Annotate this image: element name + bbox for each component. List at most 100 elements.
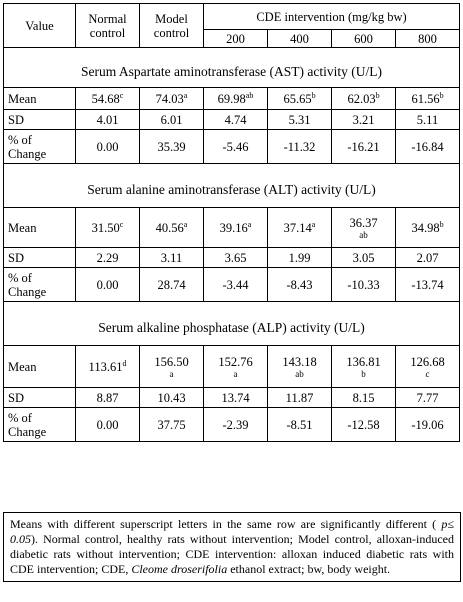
table-cell: 5.31 bbox=[267, 109, 332, 130]
cell-value: 3.05 bbox=[352, 250, 375, 265]
footnote-p-value: p≤ 0.05 bbox=[10, 517, 454, 546]
table-cell: 74.03a bbox=[139, 87, 204, 110]
cell-value: 11.87 bbox=[285, 390, 314, 405]
table-cell: 13.74 bbox=[203, 387, 268, 408]
cell-value: -2.39 bbox=[222, 417, 249, 432]
cell-value: 3.65 bbox=[224, 250, 247, 265]
table-cell: 8.15 bbox=[331, 387, 396, 408]
table-cell: 62.03b bbox=[331, 87, 396, 110]
table-row: % of Change 0.00 37.75 -2.39 -8.51 -12.58 -19.… bbox=[3, 407, 461, 442]
table-cell: 61.56b bbox=[394, 87, 461, 110]
header-value: Value bbox=[3, 3, 76, 48]
section-title: Serum alanine aminotransferase (ALT) act… bbox=[2, 163, 461, 208]
table-cell: 35.39 bbox=[139, 129, 204, 164]
table-cell: 0.00 bbox=[75, 407, 140, 442]
section-title: Serum alkaline phosphatase (ALP) activit… bbox=[2, 301, 461, 346]
cell-value: 6.01 bbox=[160, 112, 183, 127]
cell-value: 8.87 bbox=[96, 390, 119, 405]
table-cell: 39.16a bbox=[203, 207, 268, 248]
table-cell: 4.74 bbox=[203, 109, 268, 130]
cell-value: 126.68 bbox=[410, 354, 445, 369]
table-cell: 69.98ab bbox=[203, 87, 268, 110]
footnote-part1: Means with different superscript letters… bbox=[10, 517, 437, 531]
table-cell: 37.75 bbox=[139, 407, 204, 442]
table-cell: 54.68c bbox=[75, 87, 140, 110]
header-dose: 400 bbox=[267, 29, 332, 48]
cell-value: 0.00 bbox=[96, 139, 119, 154]
cell-value: -5.46 bbox=[222, 139, 249, 154]
cell-superscript: c bbox=[119, 219, 124, 229]
row-label: SD bbox=[3, 109, 76, 130]
cell-value: 152.76 bbox=[218, 354, 253, 369]
table-row: SD 2.29 3.11 3.65 1.99 3.05 2.07 bbox=[3, 247, 461, 268]
table-footnote: Means with different superscript letters… bbox=[3, 512, 461, 582]
table-cell: 37.14a bbox=[267, 207, 332, 248]
footnote-part2: ). Normal control, healthy rats without … bbox=[10, 532, 454, 576]
cell-superscript: a bbox=[183, 90, 188, 100]
table-row: Mean 113.61d 156.50 a 152.76 a 143.18 ab 136.81 b… bbox=[3, 345, 461, 388]
table-cell: 156.50 a bbox=[139, 345, 204, 388]
table-cell: 113.61d bbox=[75, 345, 140, 388]
table-cell: 2.07 bbox=[394, 247, 461, 268]
cell-value: 28.74 bbox=[157, 277, 186, 292]
cell-value: -8.51 bbox=[286, 417, 313, 432]
cell-value: 34.98 bbox=[411, 220, 440, 235]
table-cell: 3.21 bbox=[331, 109, 396, 130]
results-table: Value Normal control Model control CDE i… bbox=[2, 3, 461, 442]
cell-superscript: b bbox=[375, 90, 380, 100]
section-header-row: Serum alanine aminotransferase (ALT) act… bbox=[2, 163, 461, 208]
table-cell: -16.84 bbox=[394, 129, 461, 164]
cell-value: -3.44 bbox=[222, 277, 249, 292]
row-label: Mean bbox=[3, 87, 76, 110]
cell-superscript: d bbox=[122, 358, 127, 368]
cell-significance-letter: a bbox=[169, 368, 174, 379]
table-cell: 3.05 bbox=[331, 247, 396, 268]
table-cell: -8.43 bbox=[267, 267, 332, 302]
cell-value: 39.16 bbox=[219, 220, 248, 235]
table-cell: 136.81 b bbox=[331, 345, 396, 388]
table-row: SD 8.87 10.43 13.74 11.87 8.15 7.77 bbox=[3, 387, 461, 408]
cell-value: 62.03 bbox=[347, 91, 376, 106]
cell-value: 0.00 bbox=[96, 417, 119, 432]
header-cde-intervention: CDE intervention (mg/kg bw) bbox=[202, 3, 461, 30]
cell-significance-letter: ab bbox=[295, 368, 304, 379]
header-row-1: Value Normal control Model control CDE i… bbox=[3, 3, 461, 48]
table-cell: 31.50c bbox=[75, 207, 140, 248]
row-label: % of Change bbox=[3, 267, 76, 302]
cell-value: 1.99 bbox=[288, 250, 311, 265]
table-cell: 4.01 bbox=[75, 109, 140, 130]
cell-value: 4.01 bbox=[96, 112, 119, 127]
cell-significance-letter: c bbox=[425, 368, 430, 379]
row-label: Mean bbox=[3, 207, 76, 248]
table-body: Value Normal control Model control CDE i… bbox=[2, 3, 461, 442]
cell-significance-letter: a bbox=[233, 368, 238, 379]
cell-superscript: a bbox=[183, 219, 188, 229]
cell-value: 3.11 bbox=[160, 250, 183, 265]
cell-value: 37.14 bbox=[283, 220, 312, 235]
cell-superscript: a bbox=[247, 219, 252, 229]
cell-value: -19.06 bbox=[411, 417, 444, 432]
cell-value: 37.75 bbox=[157, 417, 186, 432]
cell-value: -12.58 bbox=[347, 417, 380, 432]
table-cell: 0.00 bbox=[75, 129, 140, 164]
header-normal-control: Normal control bbox=[75, 3, 140, 48]
table-cell: -13.74 bbox=[394, 267, 461, 302]
table-row: Mean 31.50c 40.56a 39.16a 37.14a 36.37 ab 34.98… bbox=[3, 207, 461, 248]
cell-value: 74.03 bbox=[155, 91, 184, 106]
table-cell: 0.00 bbox=[75, 267, 140, 302]
header-dose: 200 bbox=[203, 29, 268, 48]
cell-value: 156.50 bbox=[154, 354, 189, 369]
table-row: % of Change 0.00 28.74 -3.44 -8.43 -10.33 -13.… bbox=[3, 267, 461, 302]
section-header-row: Serum Aspartate aminotransferase (AST) a… bbox=[2, 47, 461, 88]
table-cell: -16.21 bbox=[331, 129, 396, 164]
table-cell: -10.33 bbox=[331, 267, 396, 302]
table-cell: 34.98b bbox=[394, 207, 461, 248]
row-label: % of Change bbox=[3, 407, 76, 442]
row-label: % of Change bbox=[3, 129, 76, 164]
table-cell: 11.87 bbox=[267, 387, 332, 408]
cell-value: 31.50 bbox=[91, 220, 120, 235]
cell-superscript: c bbox=[119, 90, 124, 100]
cell-value: 143.18 bbox=[282, 354, 317, 369]
table-cell: 143.18 ab bbox=[267, 345, 332, 388]
